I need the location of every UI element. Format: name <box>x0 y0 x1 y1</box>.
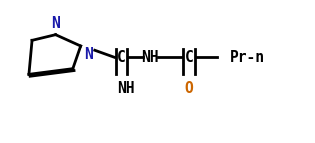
Text: NH: NH <box>141 50 158 65</box>
Text: N: N <box>51 16 60 31</box>
Text: C: C <box>185 50 193 65</box>
Text: N: N <box>84 47 93 62</box>
Text: O: O <box>185 81 193 96</box>
Text: C: C <box>117 50 126 65</box>
Text: NH: NH <box>117 81 135 96</box>
Text: Pr-n: Pr-n <box>230 50 265 65</box>
